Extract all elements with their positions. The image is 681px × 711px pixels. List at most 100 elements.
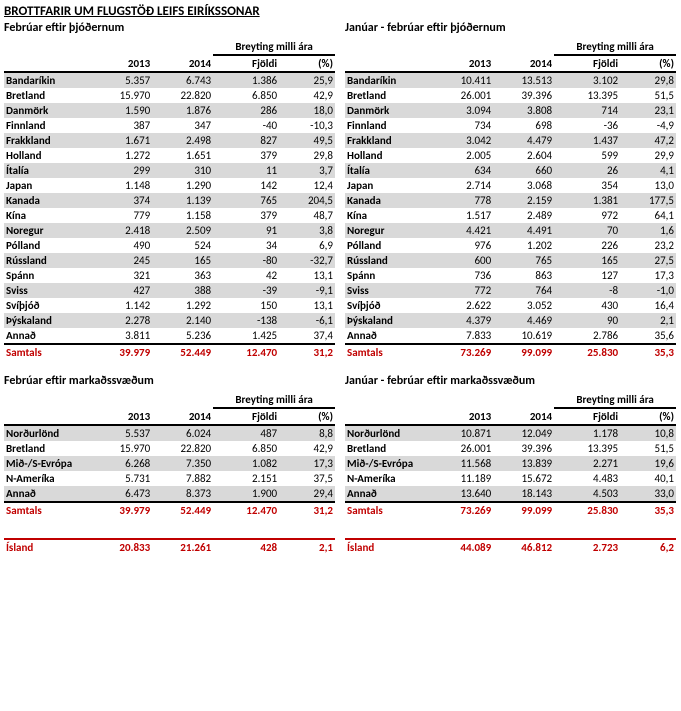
cell-2013: 13.640 (432, 486, 493, 502)
row-label: Norðurlönd (4, 425, 91, 441)
cell-2014: 765 (493, 253, 554, 268)
total-row: Samtals73.26999.09925.83035,3 (345, 344, 676, 360)
row-label: Svíþjóð (345, 298, 432, 313)
hdr-count: Fjöldi (213, 55, 279, 72)
cell-count: 3.102 (554, 72, 620, 88)
hdr-2014: 2014 (152, 408, 213, 425)
cell-2013: 15.970 (91, 88, 152, 103)
table-row: Pólland490524346,9 (4, 238, 335, 253)
cell-count: 42 (213, 268, 279, 283)
cell-count: -138 (213, 313, 279, 328)
hdr-2014: 2014 (152, 55, 213, 72)
cell-pct: 3,8 (279, 223, 335, 238)
cell-2014: 13.513 (493, 72, 554, 88)
cell-2014: 863 (493, 268, 554, 283)
row-label: Annað (4, 486, 91, 502)
cell-count: 354 (554, 178, 620, 193)
cell-pct: 4,1 (620, 163, 676, 178)
cell-pct: 29,8 (279, 148, 335, 163)
cell-pct: 29,4 (279, 486, 335, 502)
iceland-2013: 44.089 (432, 539, 493, 555)
total-row: Samtals39.97952.44912.47031,2 (4, 344, 335, 360)
cell-pct: 18,0 (279, 103, 335, 118)
cell-count: 13.395 (554, 441, 620, 456)
hdr-2014: 2014 (493, 55, 554, 72)
cell-2013: 427 (91, 283, 152, 298)
row-label: Norðurlönd (345, 425, 432, 441)
cell-2013: 5.537 (91, 425, 152, 441)
total-count: 12.470 (213, 502, 279, 518)
cell-pct: -1,0 (620, 283, 676, 298)
row-label: Sviss (4, 283, 91, 298)
cell-2014: 310 (152, 163, 213, 178)
cell-count: 765 (213, 193, 279, 208)
row-label: Annað (345, 328, 432, 344)
hdr-2013: 2013 (432, 55, 493, 72)
cell-2014: 764 (493, 283, 554, 298)
cell-2013: 245 (91, 253, 152, 268)
cell-count: -36 (554, 118, 620, 133)
table-row: Rússland60076516527,5 (345, 253, 676, 268)
cell-pct: 19,6 (620, 456, 676, 471)
cell-2014: 6.024 (152, 425, 213, 441)
cell-2013: 2.714 (432, 178, 493, 193)
spacer (345, 518, 676, 539)
cell-2013: 15.970 (91, 441, 152, 456)
cell-2014: 3.068 (493, 178, 554, 193)
cell-count: 11 (213, 163, 279, 178)
cell-2014: 698 (493, 118, 554, 133)
cell-count: 4.503 (554, 486, 620, 502)
cell-2013: 634 (432, 163, 493, 178)
cell-2014: 1.202 (493, 238, 554, 253)
table-row: Þýskaland4.3794.469902,1 (345, 313, 676, 328)
cell-2013: 1.148 (91, 178, 152, 193)
row-label: Kanada (4, 193, 91, 208)
subtitle: Janúar - febrúar eftir markaðssvæðum (345, 374, 676, 388)
cell-2013: 2.278 (91, 313, 152, 328)
row-label: Kanada (345, 193, 432, 208)
row-label: Þýskaland (4, 313, 91, 328)
cell-count: 1.386 (213, 72, 279, 88)
cell-pct: 23,2 (620, 238, 676, 253)
cell-pct: 13,1 (279, 268, 335, 283)
cell-count: 6.850 (213, 88, 279, 103)
cell-pct: -10,3 (279, 118, 335, 133)
table-row: Annað6.4738.3731.90029,4 (4, 486, 335, 502)
subtitle: Janúar - febrúar eftir þjóðernum (345, 21, 676, 35)
table-row: Spánn3213634213,1 (4, 268, 335, 283)
total-pct: 31,2 (279, 344, 335, 360)
cell-pct: 42,9 (279, 441, 335, 456)
cell-pct: 29,8 (620, 72, 676, 88)
table-jf-mkt: Breyting milli ára20132014Fjöldi(%)Norðu… (345, 392, 676, 555)
cell-2014: 1.139 (152, 193, 213, 208)
cell-count: 2.271 (554, 456, 620, 471)
cell-2014: 347 (152, 118, 213, 133)
cell-pct: 6,9 (279, 238, 335, 253)
cell-2014: 2.509 (152, 223, 213, 238)
cell-2014: 1.290 (152, 178, 213, 193)
market-section: Febrúar eftir markaðssvæðum Breyting mil… (4, 374, 677, 555)
table-row: Bandaríkin10.41113.5133.10229,8 (345, 72, 676, 88)
cell-2014: 8.373 (152, 486, 213, 502)
iceland-2014: 21.261 (152, 539, 213, 555)
cell-pct: -32,7 (279, 253, 335, 268)
row-label: Frakkland (4, 133, 91, 148)
table-row: Mið-/S-Evrópa11.56813.8392.27119,6 (345, 456, 676, 471)
cell-2013: 7.833 (432, 328, 493, 344)
table-row: Frakkland1.6712.49882749,5 (4, 133, 335, 148)
cell-2013: 4.379 (432, 313, 493, 328)
row-label: Pólland (345, 238, 432, 253)
cell-2013: 321 (91, 268, 152, 283)
blank (493, 392, 554, 408)
row-label: Annað (345, 486, 432, 502)
row-label: Bandaríkin (4, 72, 91, 88)
cell-count: 165 (554, 253, 620, 268)
cell-2014: 2.489 (493, 208, 554, 223)
cell-2014: 2.498 (152, 133, 213, 148)
row-label: Ítalía (345, 163, 432, 178)
cell-pct: 49,5 (279, 133, 335, 148)
blank (493, 39, 554, 55)
cell-2014: 7.350 (152, 456, 213, 471)
table-jf-nat: Breyting milli ára20132014Fjöldi(%)Banda… (345, 39, 676, 360)
cell-2013: 26.001 (432, 88, 493, 103)
